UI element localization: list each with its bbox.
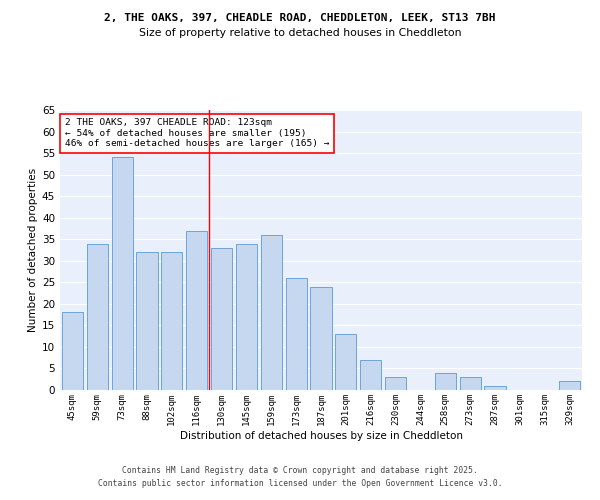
Bar bbox=[161, 252, 182, 390]
Bar bbox=[87, 244, 108, 390]
Text: Size of property relative to detached houses in Cheddleton: Size of property relative to detached ho… bbox=[139, 28, 461, 38]
Bar bbox=[460, 377, 481, 390]
Bar bbox=[236, 244, 257, 390]
Bar bbox=[136, 252, 158, 390]
Bar bbox=[261, 235, 282, 390]
Text: 2 THE OAKS, 397 CHEADLE ROAD: 123sqm
← 54% of detached houses are smaller (195)
: 2 THE OAKS, 397 CHEADLE ROAD: 123sqm ← 5… bbox=[65, 118, 330, 148]
Bar bbox=[484, 386, 506, 390]
Text: 2, THE OAKS, 397, CHEADLE ROAD, CHEDDLETON, LEEK, ST13 7BH: 2, THE OAKS, 397, CHEADLE ROAD, CHEDDLET… bbox=[104, 12, 496, 22]
Bar bbox=[360, 360, 381, 390]
Bar bbox=[310, 286, 332, 390]
X-axis label: Distribution of detached houses by size in Cheddleton: Distribution of detached houses by size … bbox=[179, 430, 463, 440]
Bar bbox=[435, 373, 456, 390]
Text: Contains HM Land Registry data © Crown copyright and database right 2025.
Contai: Contains HM Land Registry data © Crown c… bbox=[98, 466, 502, 487]
Bar bbox=[286, 278, 307, 390]
Bar bbox=[186, 230, 207, 390]
Bar bbox=[62, 312, 83, 390]
Bar bbox=[211, 248, 232, 390]
Bar bbox=[335, 334, 356, 390]
Y-axis label: Number of detached properties: Number of detached properties bbox=[28, 168, 38, 332]
Bar bbox=[385, 377, 406, 390]
Bar bbox=[559, 382, 580, 390]
Bar bbox=[112, 158, 133, 390]
